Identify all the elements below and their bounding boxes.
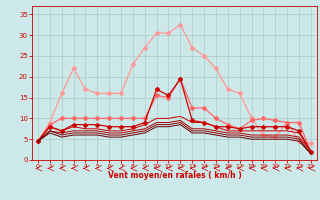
X-axis label: Vent moyen/en rafales ( km/h ): Vent moyen/en rafales ( km/h ) <box>108 171 241 180</box>
